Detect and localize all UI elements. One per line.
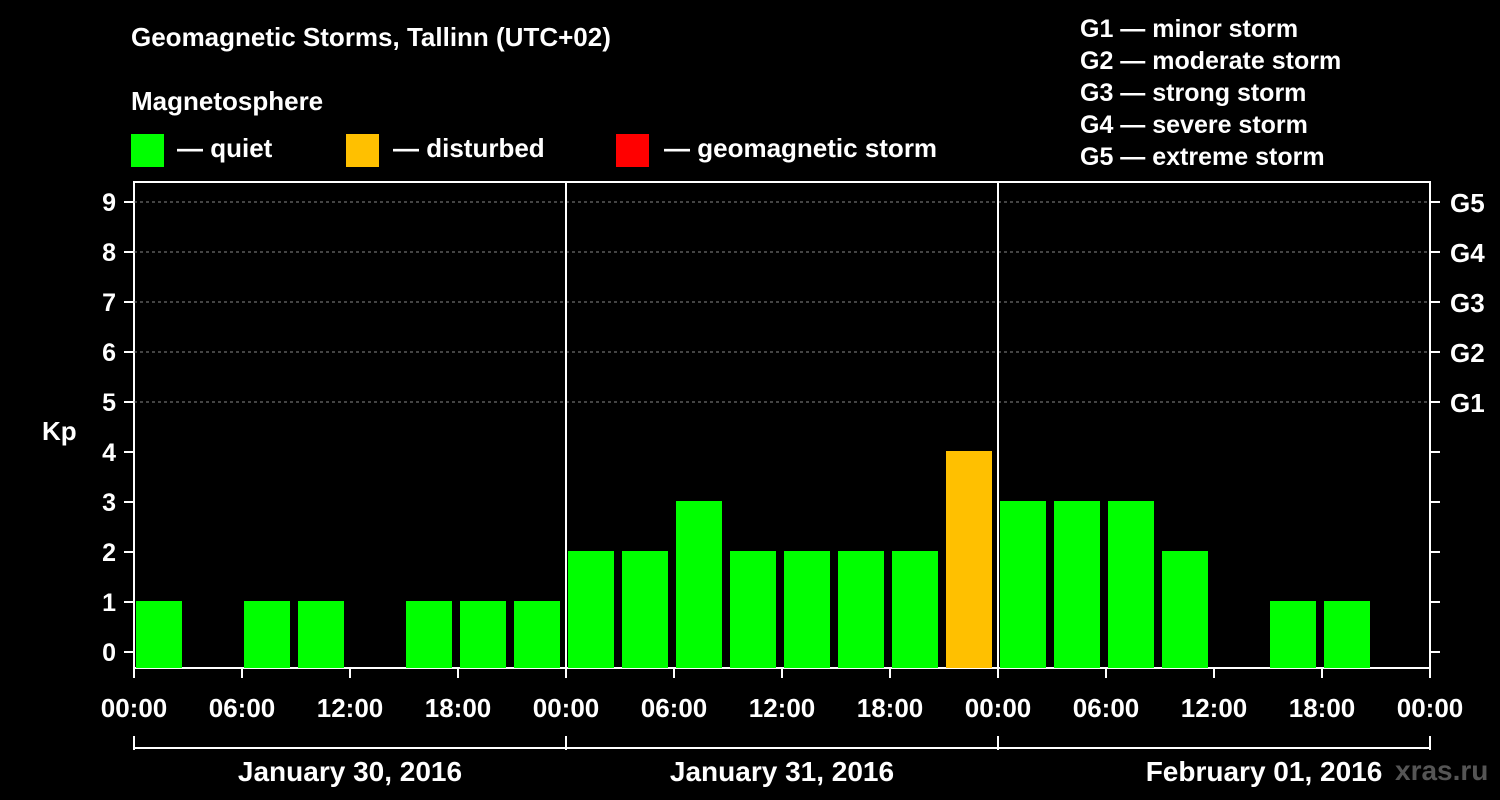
legend-swatch-storm: [616, 134, 649, 167]
right-tick-label-G1: G1: [1450, 388, 1485, 418]
legend-swatch-disturbed: [346, 134, 379, 167]
right-tick-label-G5: G5: [1450, 188, 1485, 218]
y-axis-label: Kp: [42, 416, 77, 446]
x-tick-label-2: 12:00: [317, 693, 384, 723]
x-tick-label-3: 18:00: [425, 693, 492, 723]
bar-5: [406, 601, 452, 668]
x-tick-label-8: 00:00: [965, 693, 1032, 723]
bar-2: [244, 601, 290, 668]
x-tick-label-9: 06:00: [1073, 693, 1140, 723]
x-tick-label-10: 12:00: [1181, 693, 1248, 723]
bar-7: [514, 601, 560, 668]
bar-17: [1054, 501, 1100, 668]
y-tick-label-0: 0: [102, 639, 116, 667]
right-tick-label-G4: G4: [1450, 238, 1485, 268]
y-tick-label-9: 9: [102, 189, 116, 217]
legend-label-storm: — geomagnetic storm: [664, 133, 938, 163]
legend-label-disturbed: — disturbed: [393, 133, 545, 163]
y-tick-label-8: 8: [102, 239, 116, 267]
y-tick-label-4: 4: [102, 439, 116, 467]
x-tick-label-7: 18:00: [857, 693, 924, 723]
x-tick-label-4: 00:00: [533, 693, 600, 723]
chart-title: Geomagnetic Storms, Tallinn (UTC+02): [131, 22, 611, 52]
right-tick-label-G3: G3: [1450, 288, 1485, 318]
bar-8: [568, 551, 614, 668]
g-legend-g3: G3 — strong storm: [1080, 79, 1307, 107]
bar-18: [1108, 501, 1154, 668]
y-tick-label-3: 3: [102, 489, 116, 517]
x-tick-label-12: 00:00: [1397, 693, 1464, 723]
right-tick-label-G2: G2: [1450, 338, 1485, 368]
x-tick-label-11: 18:00: [1289, 693, 1356, 723]
g-legend-g2: G2 — moderate storm: [1080, 47, 1342, 75]
legend-label-quiet: — quiet: [177, 133, 273, 163]
x-tick-label-6: 12:00: [749, 693, 816, 723]
chart-subtitle: Magnetosphere: [131, 86, 324, 116]
bar-13: [838, 551, 884, 668]
bar-0: [136, 601, 182, 668]
legend-swatch-quiet: [131, 134, 164, 167]
g-legend-g1: G1 — minor storm: [1080, 15, 1299, 43]
bar-12: [784, 551, 830, 668]
x-tick-label-5: 06:00: [641, 693, 708, 723]
bar-14: [892, 551, 938, 668]
bar-11: [730, 551, 776, 668]
day-label-1: January 31, 2016: [670, 756, 894, 787]
bar-22: [1324, 601, 1370, 668]
bar-3: [298, 601, 344, 668]
y-tick-label-5: 5: [102, 389, 116, 417]
g-legend-g5: G5 — extreme storm: [1080, 143, 1325, 171]
x-tick-label-0: 00:00: [101, 693, 168, 723]
bar-21: [1270, 601, 1316, 668]
g-legend-g4: G4 — severe storm: [1080, 111, 1308, 139]
y-tick-label-1: 1: [102, 589, 116, 617]
y-tick-label-2: 2: [102, 539, 116, 567]
bar-15: [946, 451, 992, 668]
bar-9: [622, 551, 668, 668]
watermark: xras.ru: [1395, 755, 1489, 786]
x-tick-label-1: 06:00: [209, 693, 276, 723]
y-tick-label-7: 7: [102, 289, 116, 317]
bar-16: [1000, 501, 1046, 668]
day-label-0: January 30, 2016: [238, 756, 462, 787]
bar-6: [460, 601, 506, 668]
y-tick-label-6: 6: [102, 339, 116, 367]
bar-19: [1162, 551, 1208, 668]
day-label-2: February 01, 2016: [1146, 756, 1383, 787]
plot-frame: [133, 181, 1431, 669]
bar-10: [676, 501, 722, 668]
